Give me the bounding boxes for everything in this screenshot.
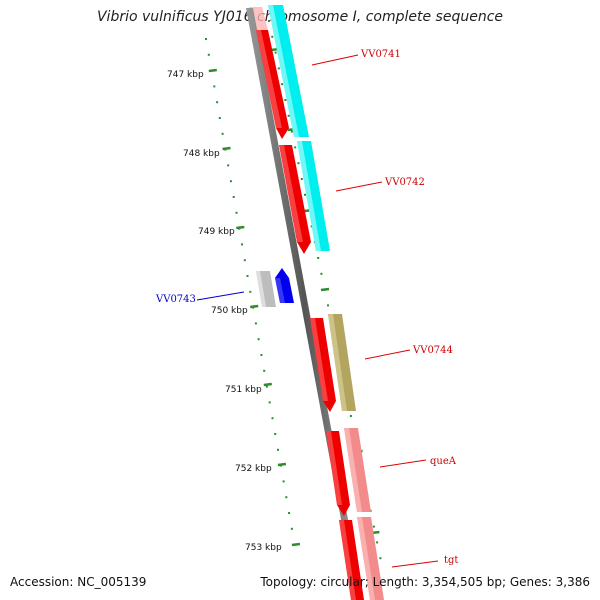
ruler-dot [284,99,287,101]
gene-label[interactable]: VV0744 [412,345,453,356]
ruler-dot [227,164,230,167]
ruler-dot [229,180,232,183]
ruler-dot [271,35,274,38]
gene-label[interactable]: VV0741 [360,49,401,60]
ruler-tick [263,382,272,387]
gene-vv0743[interactable]: VV0743 [155,268,294,307]
ruler-dot [268,401,271,404]
ruler-dot [290,527,293,530]
ruler-label: 748 kbp [183,149,220,159]
ruler-dot [260,354,263,356]
ruler-dot [243,259,246,262]
ruler-dot [281,83,284,86]
ruler-dot [249,290,252,293]
gene-label[interactable]: tgt [444,555,458,566]
gene-label[interactable]: VV0743 [155,294,196,305]
gene-vv0742[interactable]: VV0742 [279,141,425,254]
ruler-tick [320,287,330,292]
ruler-tick [277,462,287,467]
ruler-dot [221,132,224,135]
ruler-label: 751 kbp [225,385,262,395]
ruler-dot [213,85,216,88]
ruler-tick [208,68,217,73]
gene-vv0741[interactable]: VV0741 [256,5,401,139]
ruler-dot [254,322,257,325]
ruler-dot [207,53,210,56]
ruler-dot [216,101,219,104]
gene-label[interactable]: VV0742 [384,177,425,188]
accession-label: Accession: NC_005139 [10,575,147,589]
ruler-dot [327,304,329,307]
ruler-dot [257,338,260,341]
gene-quea[interactable]: queA [326,428,457,516]
ruler-dot [274,433,277,435]
ruler-dot [271,417,274,420]
ruler-dot [300,178,303,180]
ruler-tick [250,304,259,309]
ruler-dot [246,275,249,277]
ruler-dot [277,67,280,70]
ruler-dot [287,114,290,117]
ruler-tick [236,225,245,230]
ruler-dot [232,196,235,198]
ruler-tick [291,542,301,547]
ruler-dot [379,557,382,560]
ruler-dot [265,385,268,388]
gene-tgt[interactable]: tgt [339,517,458,600]
ruler-label: 747 kbp [167,70,204,80]
map-title: Vibrio vulnificus YJ016 chromosome I, co… [96,9,504,25]
ruler-dot [297,162,300,165]
ruler-dot [277,448,279,451]
gene-label[interactable]: queA [430,456,457,467]
ruler-dot [320,272,323,275]
ruler-label: 749 kbp [198,227,235,237]
ruler-dot [317,257,320,259]
ruler-dot [304,193,306,196]
ruler-dot [288,512,291,514]
sequence-summary: Topology: circular; Length: 3,354,505 bp… [260,575,590,589]
ruler-dot [349,415,352,417]
ruler-dot [290,130,293,133]
ruler-dot [235,211,238,214]
ruler-dot [218,117,221,119]
ruler-dot [274,51,277,54]
gene-vv0744[interactable]: VV0744 [310,314,453,412]
ruler-dot [372,525,375,528]
ruler-dot [282,480,285,483]
ruler-dot [294,146,297,149]
ruler-dot [263,369,266,372]
ruler-labels: 747 kbp 748 kbp 749 kbp 750 kbp 751 kbp … [167,70,282,553]
ruler-label: 752 kbp [235,464,272,474]
ruler-dot [268,20,270,22]
ruler-label: 753 kbp [245,543,282,553]
ruler-dot [310,225,313,228]
ruler-dot [205,38,207,40]
ruler-label: 750 kbp [211,306,248,316]
ruler-dot [285,496,288,499]
ruler-tick [222,146,231,151]
ruler-dot [241,243,243,246]
ruler-dot [376,541,379,544]
